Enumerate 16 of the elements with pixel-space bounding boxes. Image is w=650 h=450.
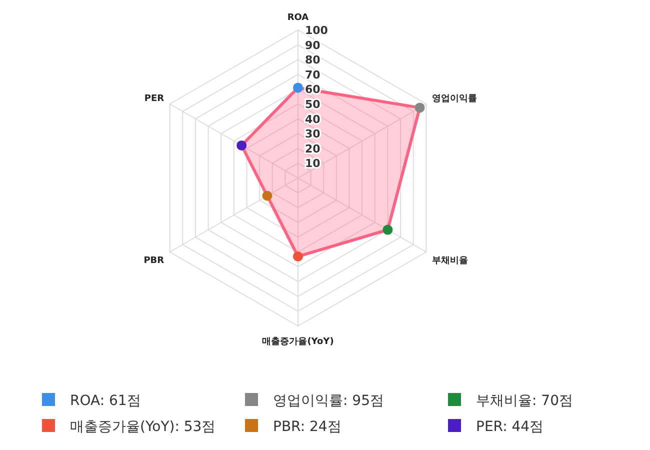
spoke-label: ROA (287, 13, 309, 23)
y-tick-label: 90 (305, 38, 321, 52)
y-tick-label: 80 (305, 54, 321, 67)
spoke-label: 영업이익률 (432, 94, 477, 104)
y-tick-label: 30 (305, 128, 321, 141)
spoke-label: PER (144, 94, 164, 104)
spoke-label: 부채비율 (432, 256, 468, 266)
y-tick-label: 50 (305, 98, 321, 111)
y-tick-label: 70 (305, 68, 321, 82)
spoke-label: PBR (144, 256, 164, 266)
spoke-label: 매출증가율(YoY) (262, 336, 334, 347)
y-tick-label: 10 (305, 157, 321, 170)
key: ROA: 61점 영업이익률: 95점 부채비율: 70점 매출증가율(YoY): 53점 PBR: 24점 PER: 44점 (42, 393, 573, 435)
y-tick-label: 100 (305, 24, 328, 37)
y-tick-label: 20 (305, 142, 321, 156)
y-tick-label: 40 (305, 112, 321, 126)
